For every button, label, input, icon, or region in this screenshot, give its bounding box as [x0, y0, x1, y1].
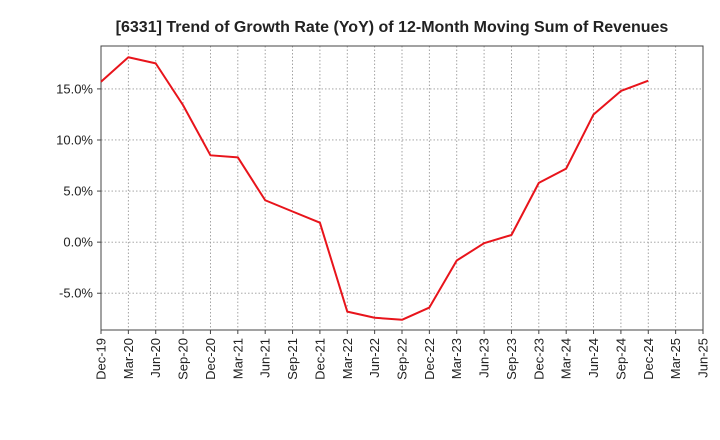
data-point	[209, 154, 211, 156]
data-point	[374, 317, 376, 319]
x-tick-label: Dec-19	[94, 338, 109, 380]
x-tick-label: Jun-24	[586, 338, 601, 378]
data-point	[237, 156, 239, 158]
data-point	[100, 81, 102, 83]
data-point	[456, 260, 458, 262]
data-point	[538, 182, 540, 184]
x-tick-label: Sep-23	[504, 338, 519, 380]
y-tick-label: 5.0%	[63, 184, 93, 199]
x-tick-label: Jun-25	[696, 338, 711, 378]
x-tick-label: Dec-20	[203, 338, 218, 380]
data-point	[593, 113, 595, 115]
series-line	[100, 56, 649, 321]
x-tick-label: Mar-22	[340, 338, 355, 379]
data-point	[182, 104, 184, 106]
data-point	[127, 56, 129, 58]
x-tick-label: Mar-25	[668, 338, 683, 379]
data-point	[620, 90, 622, 92]
data-point	[155, 62, 157, 64]
series-layer	[100, 56, 649, 321]
x-tick-label: Dec-21	[312, 338, 327, 380]
y-tick-label: -5.0%	[59, 286, 93, 301]
x-tick-label: Jun-22	[367, 338, 382, 378]
y-tick-label: 0.0%	[63, 235, 93, 250]
data-point	[565, 168, 567, 170]
data-point	[510, 234, 512, 236]
y-tick-label: 10.0%	[56, 132, 93, 147]
data-point	[401, 319, 403, 321]
x-tick-label: Dec-22	[422, 338, 437, 380]
x-tick-label: Jun-21	[258, 338, 273, 378]
data-point	[647, 80, 649, 82]
x-tick-label: Sep-22	[395, 338, 410, 380]
x-tick-label: Mar-24	[559, 338, 574, 379]
x-tick-label: Jun-20	[148, 338, 163, 378]
data-point	[483, 242, 485, 244]
y-tick-label: 15.0%	[56, 81, 93, 96]
data-point	[264, 199, 266, 201]
x-tick-label: Jun-23	[477, 338, 492, 378]
data-point	[428, 307, 430, 309]
x-tick-label: Sep-24	[613, 338, 628, 380]
x-tick-label: Dec-23	[531, 338, 546, 380]
tick-labels: 15.0% 10.0% 5.0% 0.0% -5.0% Dec-19 Mar-20 Jun-2…	[56, 81, 710, 380]
axes	[97, 45, 704, 334]
data-point	[292, 210, 294, 212]
grid	[101, 46, 703, 330]
chart-title: [6331] Trend of Growth Rate (YoY) of 12-…	[116, 19, 669, 36]
data-point	[319, 222, 321, 224]
x-tick-label: Sep-21	[285, 338, 300, 380]
x-tick-label: Sep-20	[176, 338, 191, 380]
x-tick-label: Dec-24	[641, 338, 656, 380]
x-tick-label: Mar-21	[230, 338, 245, 379]
data-point	[346, 311, 348, 313]
x-tick-label: Mar-23	[449, 338, 464, 379]
x-tick-label: Mar-20	[121, 338, 136, 379]
